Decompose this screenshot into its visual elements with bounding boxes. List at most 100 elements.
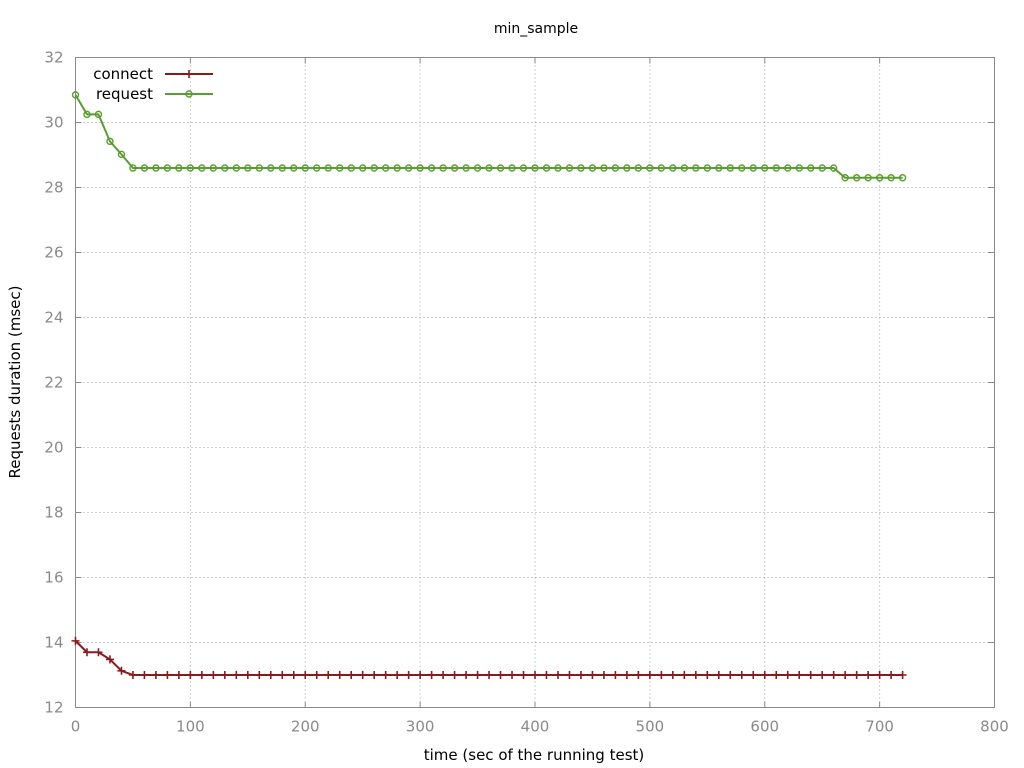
data-point-request — [829, 164, 838, 172]
data-point-request — [278, 164, 286, 172]
data-point-connect — [232, 671, 241, 679]
data-point-request — [657, 164, 666, 172]
data-point-connect — [542, 671, 551, 679]
data-point-connect — [691, 671, 700, 679]
data-point-request — [795, 164, 803, 172]
data-point-request — [542, 164, 551, 172]
data-point-connect — [427, 671, 436, 679]
data-point-connect — [634, 671, 643, 679]
data-point-request — [324, 164, 332, 172]
data-point-request — [267, 164, 275, 172]
data-point-request — [485, 164, 493, 172]
grid — [75, 57, 995, 708]
data-point-connect — [71, 636, 80, 645]
data-point-request — [646, 164, 654, 172]
series-line-request — [74, 94, 903, 179]
data-point-connect — [289, 671, 298, 679]
data-point-connect — [680, 671, 689, 679]
data-point-connect — [519, 671, 528, 679]
data-point-connect — [393, 671, 402, 679]
data-point-request — [875, 174, 884, 182]
series-layer — [71, 91, 907, 679]
data-point-connect — [553, 671, 562, 679]
x-tick-label: 400 — [521, 718, 550, 736]
data-point-connect — [887, 671, 896, 679]
data-point-request — [152, 164, 160, 172]
data-point-request — [175, 164, 183, 172]
data-point-request — [347, 164, 355, 172]
data-point-connect — [668, 671, 677, 679]
data-point-request — [519, 164, 528, 172]
data-point-connect — [852, 671, 861, 679]
data-point-request — [738, 164, 746, 172]
data-point-request — [715, 164, 723, 172]
legend-item-request: request — [96, 85, 213, 103]
data-point-connect — [301, 671, 310, 679]
data-point-connect — [347, 671, 356, 679]
data-point-connect — [473, 671, 482, 679]
data-point-connect — [841, 671, 850, 679]
data-point-connect — [726, 671, 735, 679]
data-point-connect — [186, 671, 195, 679]
data-point-request — [301, 164, 309, 172]
data-point-connect — [806, 671, 815, 679]
data-point-request — [244, 164, 252, 172]
data-point-connect — [875, 671, 884, 679]
data-point-connect — [174, 671, 183, 679]
data-point-request — [669, 164, 677, 172]
data-point-request — [749, 164, 757, 172]
data-point-connect — [358, 671, 367, 679]
y-tick-label: 28 — [44, 179, 63, 197]
data-point-request — [94, 110, 103, 119]
data-point-request — [439, 164, 447, 172]
y-tick-label: 20 — [44, 439, 63, 457]
data-point-request — [186, 164, 195, 172]
data-point-request — [117, 150, 126, 159]
data-point-request — [370, 164, 378, 172]
data-point-request — [818, 164, 826, 172]
data-point-request — [577, 164, 585, 172]
data-point-connect — [565, 671, 574, 679]
x-tick-label: 200 — [291, 718, 320, 736]
data-point-request — [772, 164, 780, 172]
data-point-request — [680, 164, 689, 172]
data-point-request — [600, 164, 608, 172]
data-point-request — [623, 164, 631, 172]
legend-swatch-marker — [185, 90, 193, 98]
data-point-connect — [795, 671, 804, 679]
axis-ticks: 0 100 200 300 400 500 600 700 800 12 14 16 18 20 22 24 2… — [44, 49, 1008, 736]
data-point-request — [163, 164, 172, 172]
data-point-request — [232, 164, 241, 172]
data-point-connect — [105, 655, 114, 664]
data-point-request — [140, 164, 149, 172]
data-point-request — [531, 164, 539, 172]
data-point-connect — [128, 671, 137, 679]
data-point-request — [703, 164, 712, 172]
y-tick-label: 14 — [44, 634, 63, 652]
data-point-request — [416, 164, 424, 172]
data-point-connect — [703, 671, 712, 679]
data-point-request — [255, 164, 263, 172]
x-tick-label: 800 — [980, 718, 1009, 736]
series-connect — [71, 636, 907, 679]
data-point-request — [393, 164, 401, 172]
data-point-connect — [151, 671, 160, 679]
data-point-connect — [657, 671, 666, 679]
data-point-connect — [737, 671, 746, 679]
data-point-connect — [416, 671, 425, 679]
y-tick-label: 24 — [44, 309, 63, 327]
data-point-connect — [783, 671, 792, 679]
data-point-connect — [714, 671, 723, 679]
legend-item-connect: connect — [93, 65, 213, 83]
data-point-connect — [370, 671, 379, 679]
data-point-connect — [898, 671, 907, 679]
data-point-request — [565, 164, 574, 172]
series-request — [71, 91, 907, 182]
data-point-request — [554, 164, 562, 172]
data-point-request — [221, 164, 229, 172]
data-point-connect — [462, 671, 471, 679]
data-point-request — [462, 164, 470, 172]
data-point-request — [496, 164, 505, 172]
data-point-connect — [496, 671, 505, 679]
